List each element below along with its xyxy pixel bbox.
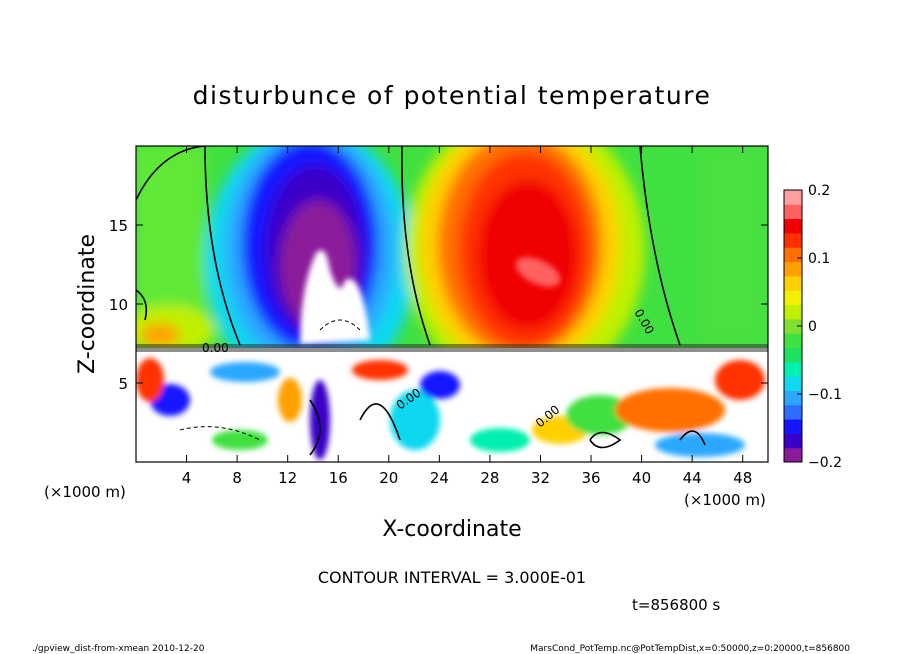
colorbar-tick-label: −0.2	[808, 455, 842, 471]
colorbar	[784, 190, 802, 463]
colorbar-swatch	[784, 275, 802, 291]
colorbar-swatch	[784, 318, 802, 334]
colorbar-swatch	[784, 390, 802, 406]
colorbar-swatch	[784, 232, 802, 248]
colorbar-swatch	[784, 218, 802, 234]
colorbar-swatch	[784, 261, 802, 277]
footer-right: MarsCond_PotTemp.nc@PotTempDist,x=0:5000…	[530, 644, 850, 654]
y-axis: 5 10 15	[109, 217, 768, 393]
x-tick-label: 28	[480, 469, 499, 487]
contour-interval: CONTOUR INTERVAL = 3.000E-01	[318, 568, 586, 587]
contour-dashed	[179, 319, 361, 441]
colorbar-swatch	[784, 447, 802, 463]
x-axis: 4 8 12 16 20 24 28 32 36 40 44 48	[182, 146, 752, 487]
time-stamp: t=856800 s	[632, 596, 720, 614]
colorbar-swatch	[784, 290, 802, 306]
contour-label: 0.00	[202, 341, 229, 355]
colorbar-swatch	[784, 190, 802, 205]
x-tick-label: 16	[329, 469, 348, 487]
x-tick-label: 36	[581, 469, 600, 487]
colorbar-swatch	[784, 304, 802, 320]
colorbar-swatch	[784, 404, 802, 420]
colorbar-tick-label: 0	[808, 319, 817, 335]
core-highlights	[300, 250, 561, 345]
colorbar-swatch	[784, 347, 802, 363]
colorbar-swatch	[784, 376, 802, 391]
colorbar-tick-label: −0.1	[808, 387, 842, 403]
x-tick-label: 24	[430, 469, 449, 487]
footer-left: ./gpview_dist-from-xmean 2010-12-20	[32, 644, 205, 654]
x-tick-label: 4	[182, 469, 192, 487]
x-tick-label: 32	[531, 469, 550, 487]
y-tick-label: 15	[109, 217, 128, 235]
x-axis-label: X-coordinate	[382, 517, 521, 542]
y-tick-label: 5	[118, 375, 128, 393]
x-tick-label: 48	[733, 469, 752, 487]
lower-patches	[136, 358, 765, 460]
plot-area	[136, 146, 768, 462]
x-tick-label: 12	[278, 469, 297, 487]
colorbar-swatch	[784, 433, 802, 449]
colorbar-swatch	[784, 419, 802, 434]
x-tick-label: 44	[683, 469, 702, 487]
y-axis-label: Z-coordinate	[75, 234, 100, 374]
x-unit-right: (×1000 m)	[684, 491, 766, 509]
colorbar-tick-label: 0.1	[808, 251, 830, 267]
colorbar-swatch	[784, 247, 802, 263]
x-tick-label: 20	[379, 469, 398, 487]
x-tick-label: 40	[632, 469, 651, 487]
colorbar-swatch	[784, 333, 802, 348]
chart-title: disturbunce of potential temperature	[193, 81, 712, 110]
x-unit-left: (×1000 m)	[44, 483, 126, 501]
x-tick-label: 8	[232, 469, 242, 487]
contour-lines	[136, 146, 706, 456]
colorbar-ticks: 0.2 0.1 0 −0.1 −0.2	[797, 183, 842, 471]
colorbar-swatch	[784, 361, 802, 377]
colorbar-swatch	[784, 204, 802, 220]
boundary-band	[136, 344, 768, 352]
colorbar-tick-label: 0.2	[808, 183, 830, 199]
y-tick-label: 10	[109, 296, 128, 314]
